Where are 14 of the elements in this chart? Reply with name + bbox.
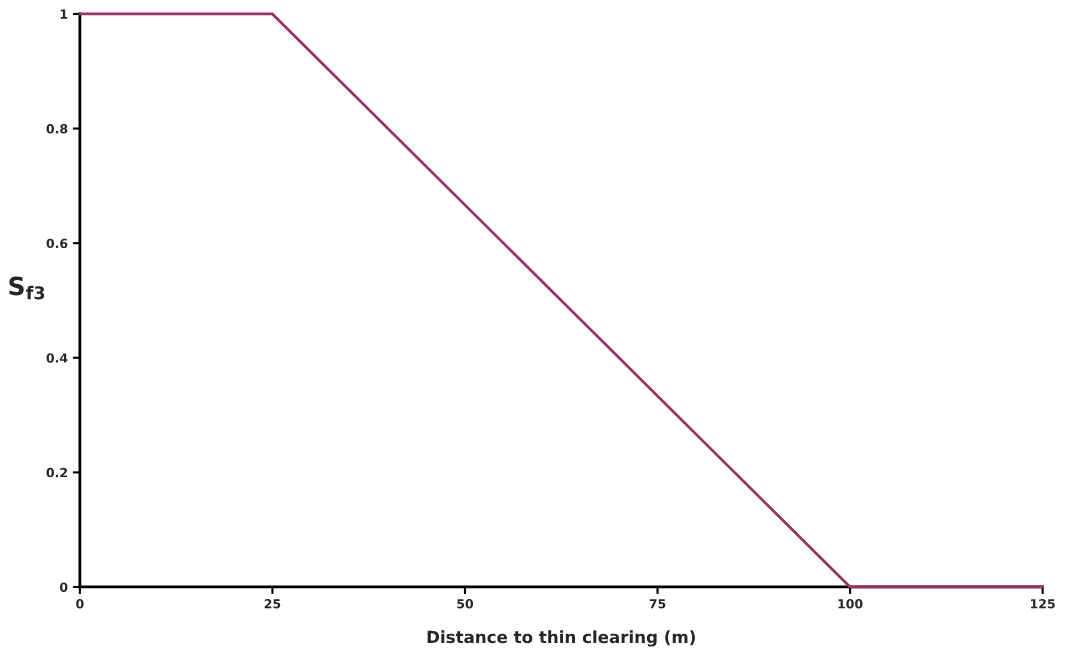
y-tick-label: 1 [60, 9, 68, 19]
y-tick-label: 0 [59, 582, 68, 592]
y-axis-title: S$_{f3}$ [9, 276, 45, 300]
x-tick-label: 100 [838, 599, 863, 609]
y-tick-label: 0.2 [46, 467, 67, 478]
y-tick-label: 0.4 [46, 353, 68, 363]
x-tick-label: 125 [1031, 599, 1055, 609]
y-tick-label: 0.6 [46, 238, 68, 249]
x-tick-label: 25 [264, 599, 281, 609]
x-tick-label: 50 [457, 599, 474, 609]
x-tick-label: 0 [76, 599, 84, 609]
x-tick-label: 75 [649, 599, 666, 609]
y-tick-label: 0.8 [46, 124, 68, 134]
x-axis-title: Distance to thin clearing (m) [427, 630, 695, 647]
